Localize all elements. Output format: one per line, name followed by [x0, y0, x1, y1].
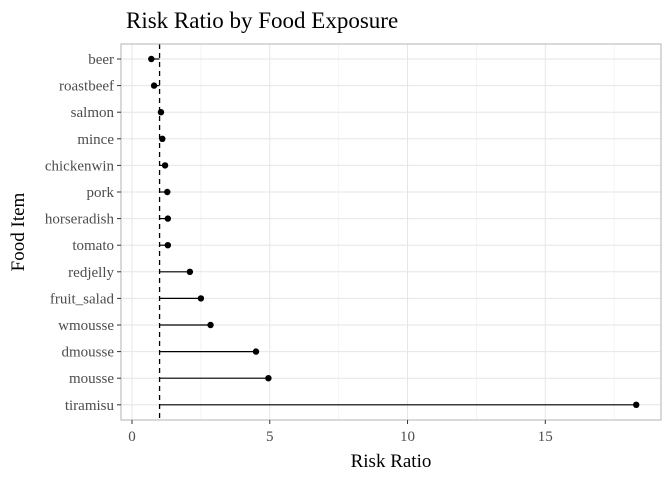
- risk-point: [164, 215, 172, 222]
- x-tick-label: 15: [538, 429, 553, 445]
- y-tick-label: pork: [87, 185, 115, 201]
- risk-point: [148, 55, 155, 63]
- x-tick-label: 0: [128, 429, 136, 445]
- y-tick-label: chickenwin: [45, 158, 115, 174]
- x-tick-label: 10: [400, 429, 415, 445]
- risk-point: [186, 268, 194, 275]
- risk-point: [164, 188, 171, 196]
- y-tick-label: fruit_salad: [50, 291, 115, 307]
- chart-title: Risk Ratio by Food Exposure: [126, 8, 398, 33]
- y-tick-label: horseradish: [45, 212, 115, 228]
- y-tick-label: roastbeef: [59, 79, 114, 95]
- y-tick-label: wmousse: [58, 318, 114, 334]
- y-tick-label: tiramisu: [65, 398, 115, 414]
- y-tick-label: mousse: [69, 371, 114, 387]
- risk-point: [197, 295, 205, 302]
- y-tick-label: redjelly: [68, 265, 114, 281]
- axes: 0 5 10 15 beer roastbeef salmon mince chickenwin…: [45, 52, 553, 445]
- y-axis-title: Food Item: [8, 192, 29, 271]
- risk-point: [252, 348, 260, 355]
- risk-point: [633, 401, 640, 408]
- risk-point: [265, 375, 272, 382]
- risk-point: [207, 321, 214, 329]
- y-tick-label: beer: [88, 52, 114, 68]
- plot-marks: [148, 44, 640, 420]
- risk-point: [150, 82, 158, 89]
- x-axis-title: Risk Ratio: [351, 451, 432, 472]
- risk-point: [159, 135, 166, 142]
- y-tick-label: mince: [77, 132, 114, 148]
- grid: [121, 44, 661, 420]
- risk-point: [164, 242, 172, 249]
- risk-point: [161, 162, 169, 169]
- y-tick-label: tomato: [72, 238, 114, 254]
- y-tick-label: dmousse: [62, 345, 115, 361]
- x-tick-label: 5: [266, 429, 274, 445]
- y-tick-label: salmon: [71, 105, 115, 121]
- risk-point: [157, 109, 165, 116]
- panel-border: [120, 43, 662, 421]
